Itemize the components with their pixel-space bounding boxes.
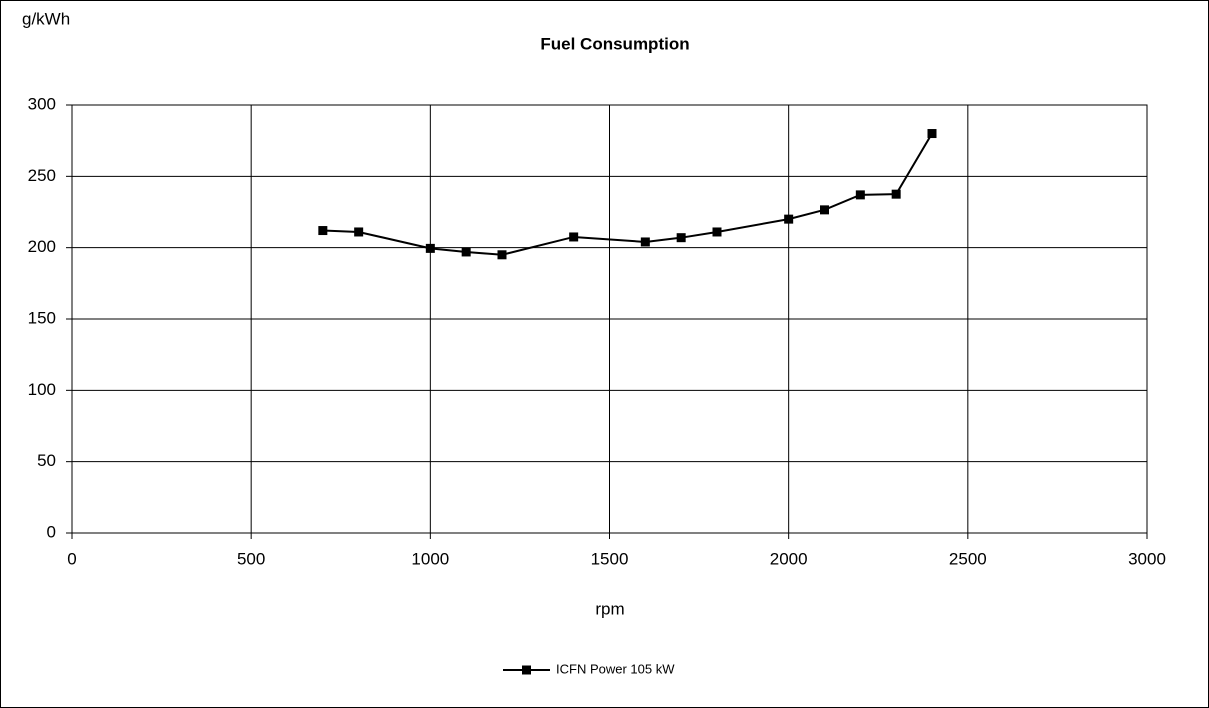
y-tick-label: 150	[28, 308, 56, 327]
point-marker	[318, 226, 328, 236]
x-axis-label: rpm	[595, 599, 624, 618]
x-tick-label: 2000	[770, 549, 808, 568]
point-marker	[855, 190, 865, 200]
point-marker	[676, 233, 686, 243]
point-marker	[425, 243, 435, 253]
legend-label: ICFN Power 105 kW	[556, 661, 675, 676]
point-marker	[497, 250, 507, 260]
x-tick-label: 500	[237, 549, 265, 568]
y-tick-label: 200	[28, 237, 56, 256]
y-tick-label: 250	[28, 166, 56, 185]
x-tick-label: 1000	[411, 549, 449, 568]
series-line	[322, 133, 933, 256]
x-tick-label: 0	[67, 549, 76, 568]
point-marker	[891, 189, 901, 199]
point-marker	[712, 227, 722, 237]
x-tick-label: 1500	[591, 549, 629, 568]
y-tick-label: 0	[47, 522, 56, 541]
y-axis-label: g/kWh	[22, 9, 70, 28]
point-marker	[784, 214, 794, 224]
point-marker	[820, 205, 829, 215]
y-tick-label: 50	[37, 451, 56, 470]
point-marker	[354, 227, 364, 237]
chart-title: Fuel Consumption	[540, 34, 689, 53]
point-marker	[927, 129, 937, 139]
point-marker	[569, 232, 579, 242]
point-marker	[640, 237, 650, 247]
x-tick-label: 2500	[949, 549, 987, 568]
x-tick-label: 3000	[1128, 549, 1166, 568]
y-tick-label: 300	[28, 94, 56, 113]
legend-marker	[522, 665, 531, 675]
y-tick-label: 100	[28, 380, 56, 399]
point-marker	[461, 247, 471, 257]
